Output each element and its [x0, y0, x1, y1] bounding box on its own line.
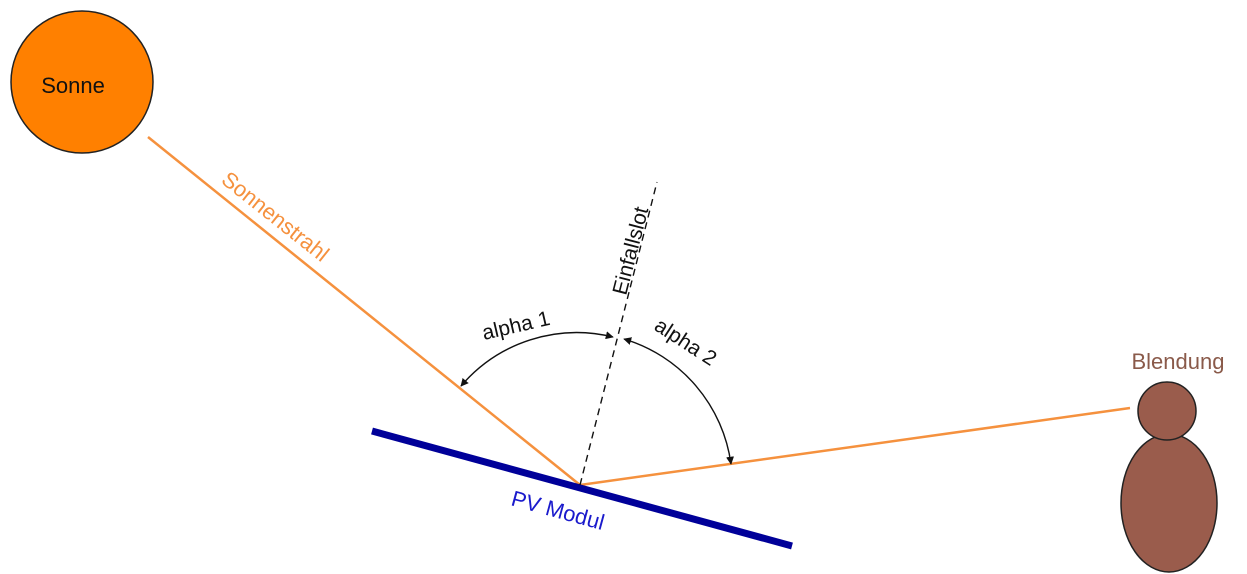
normal-label: Einfallslot — [609, 204, 654, 297]
ray-label: Sonnenstrahl — [217, 166, 334, 266]
angle-arc-alpha1 — [460, 331, 614, 387]
observer-body — [1120, 433, 1218, 573]
reflected-ray — [579, 406, 1131, 487]
alpha1-label: alpha 1 — [480, 307, 552, 345]
normal-line — [579, 181, 658, 486]
sun-label: Sonne — [41, 73, 105, 98]
sun: Sonne — [10, 10, 154, 154]
pv-module — [371, 427, 793, 550]
sun-circle — [10, 10, 154, 154]
incident-ray — [147, 136, 581, 486]
alpha2-label: alpha 2 — [650, 314, 720, 371]
observer-head — [1137, 381, 1197, 441]
angle-arc-alpha2 — [623, 337, 734, 465]
observer — [1120, 381, 1218, 573]
glare-label: Blendung — [1132, 349, 1225, 374]
